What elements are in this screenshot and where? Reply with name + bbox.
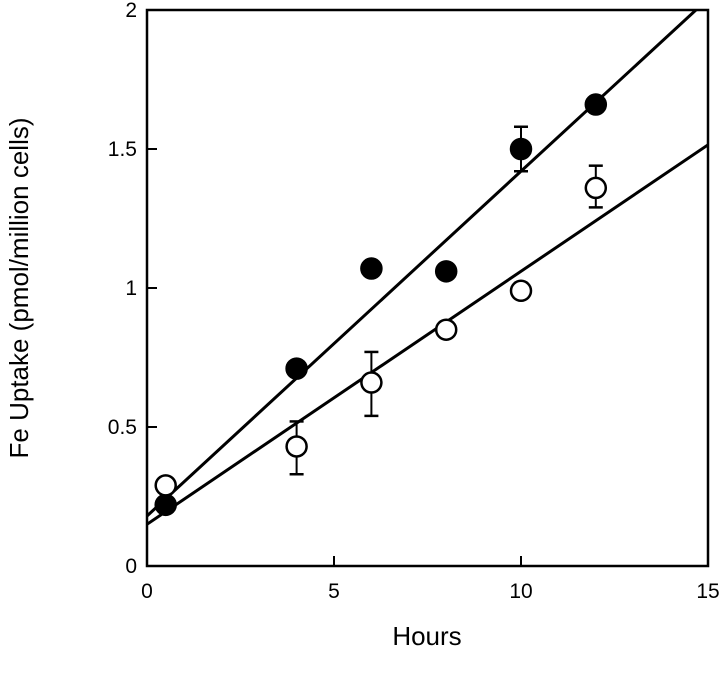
open-circle-point: [584, 176, 608, 200]
filled-circle-point: [509, 137, 533, 161]
open-circle-point: [360, 371, 383, 394]
y-axis-title: Fe Uptake (pmol/million cells): [4, 118, 34, 459]
x-axis-title: Hours: [392, 621, 461, 651]
fit-line-series-1: [147, 10, 699, 518]
fit-line-series-2: [147, 143, 708, 526]
filled-circle-point: [360, 257, 383, 280]
open-circle-point: [285, 435, 308, 458]
x-tick-label: 10: [509, 580, 532, 603]
y-tick-label: 2: [125, 0, 137, 22]
open-circle-point: [434, 318, 458, 341]
y-tick-label: 1.5: [108, 138, 137, 161]
filled-circle-point: [434, 260, 458, 283]
ticks: 0 5 10 15 0 0.5 1 1.5 2: [108, 0, 720, 603]
y-tick-label: 0: [125, 555, 137, 578]
y-tick-label: 1: [125, 277, 137, 300]
filled-circle-point: [285, 357, 308, 380]
x-tick-label: 15: [696, 580, 719, 603]
y-tick-label: 0.5: [108, 416, 137, 439]
open-circle-point: [154, 474, 177, 497]
x-tick-label: 0: [141, 580, 153, 603]
plot-frame: [145, 8, 710, 568]
filled-circle-point: [154, 493, 177, 517]
open-circle-point: [509, 279, 533, 303]
markers: [154, 93, 608, 517]
error-bars: [289, 125, 603, 476]
fit-lines: [147, 10, 708, 526]
filled-circle-point: [584, 93, 608, 116]
x-tick-label: 5: [328, 580, 340, 603]
